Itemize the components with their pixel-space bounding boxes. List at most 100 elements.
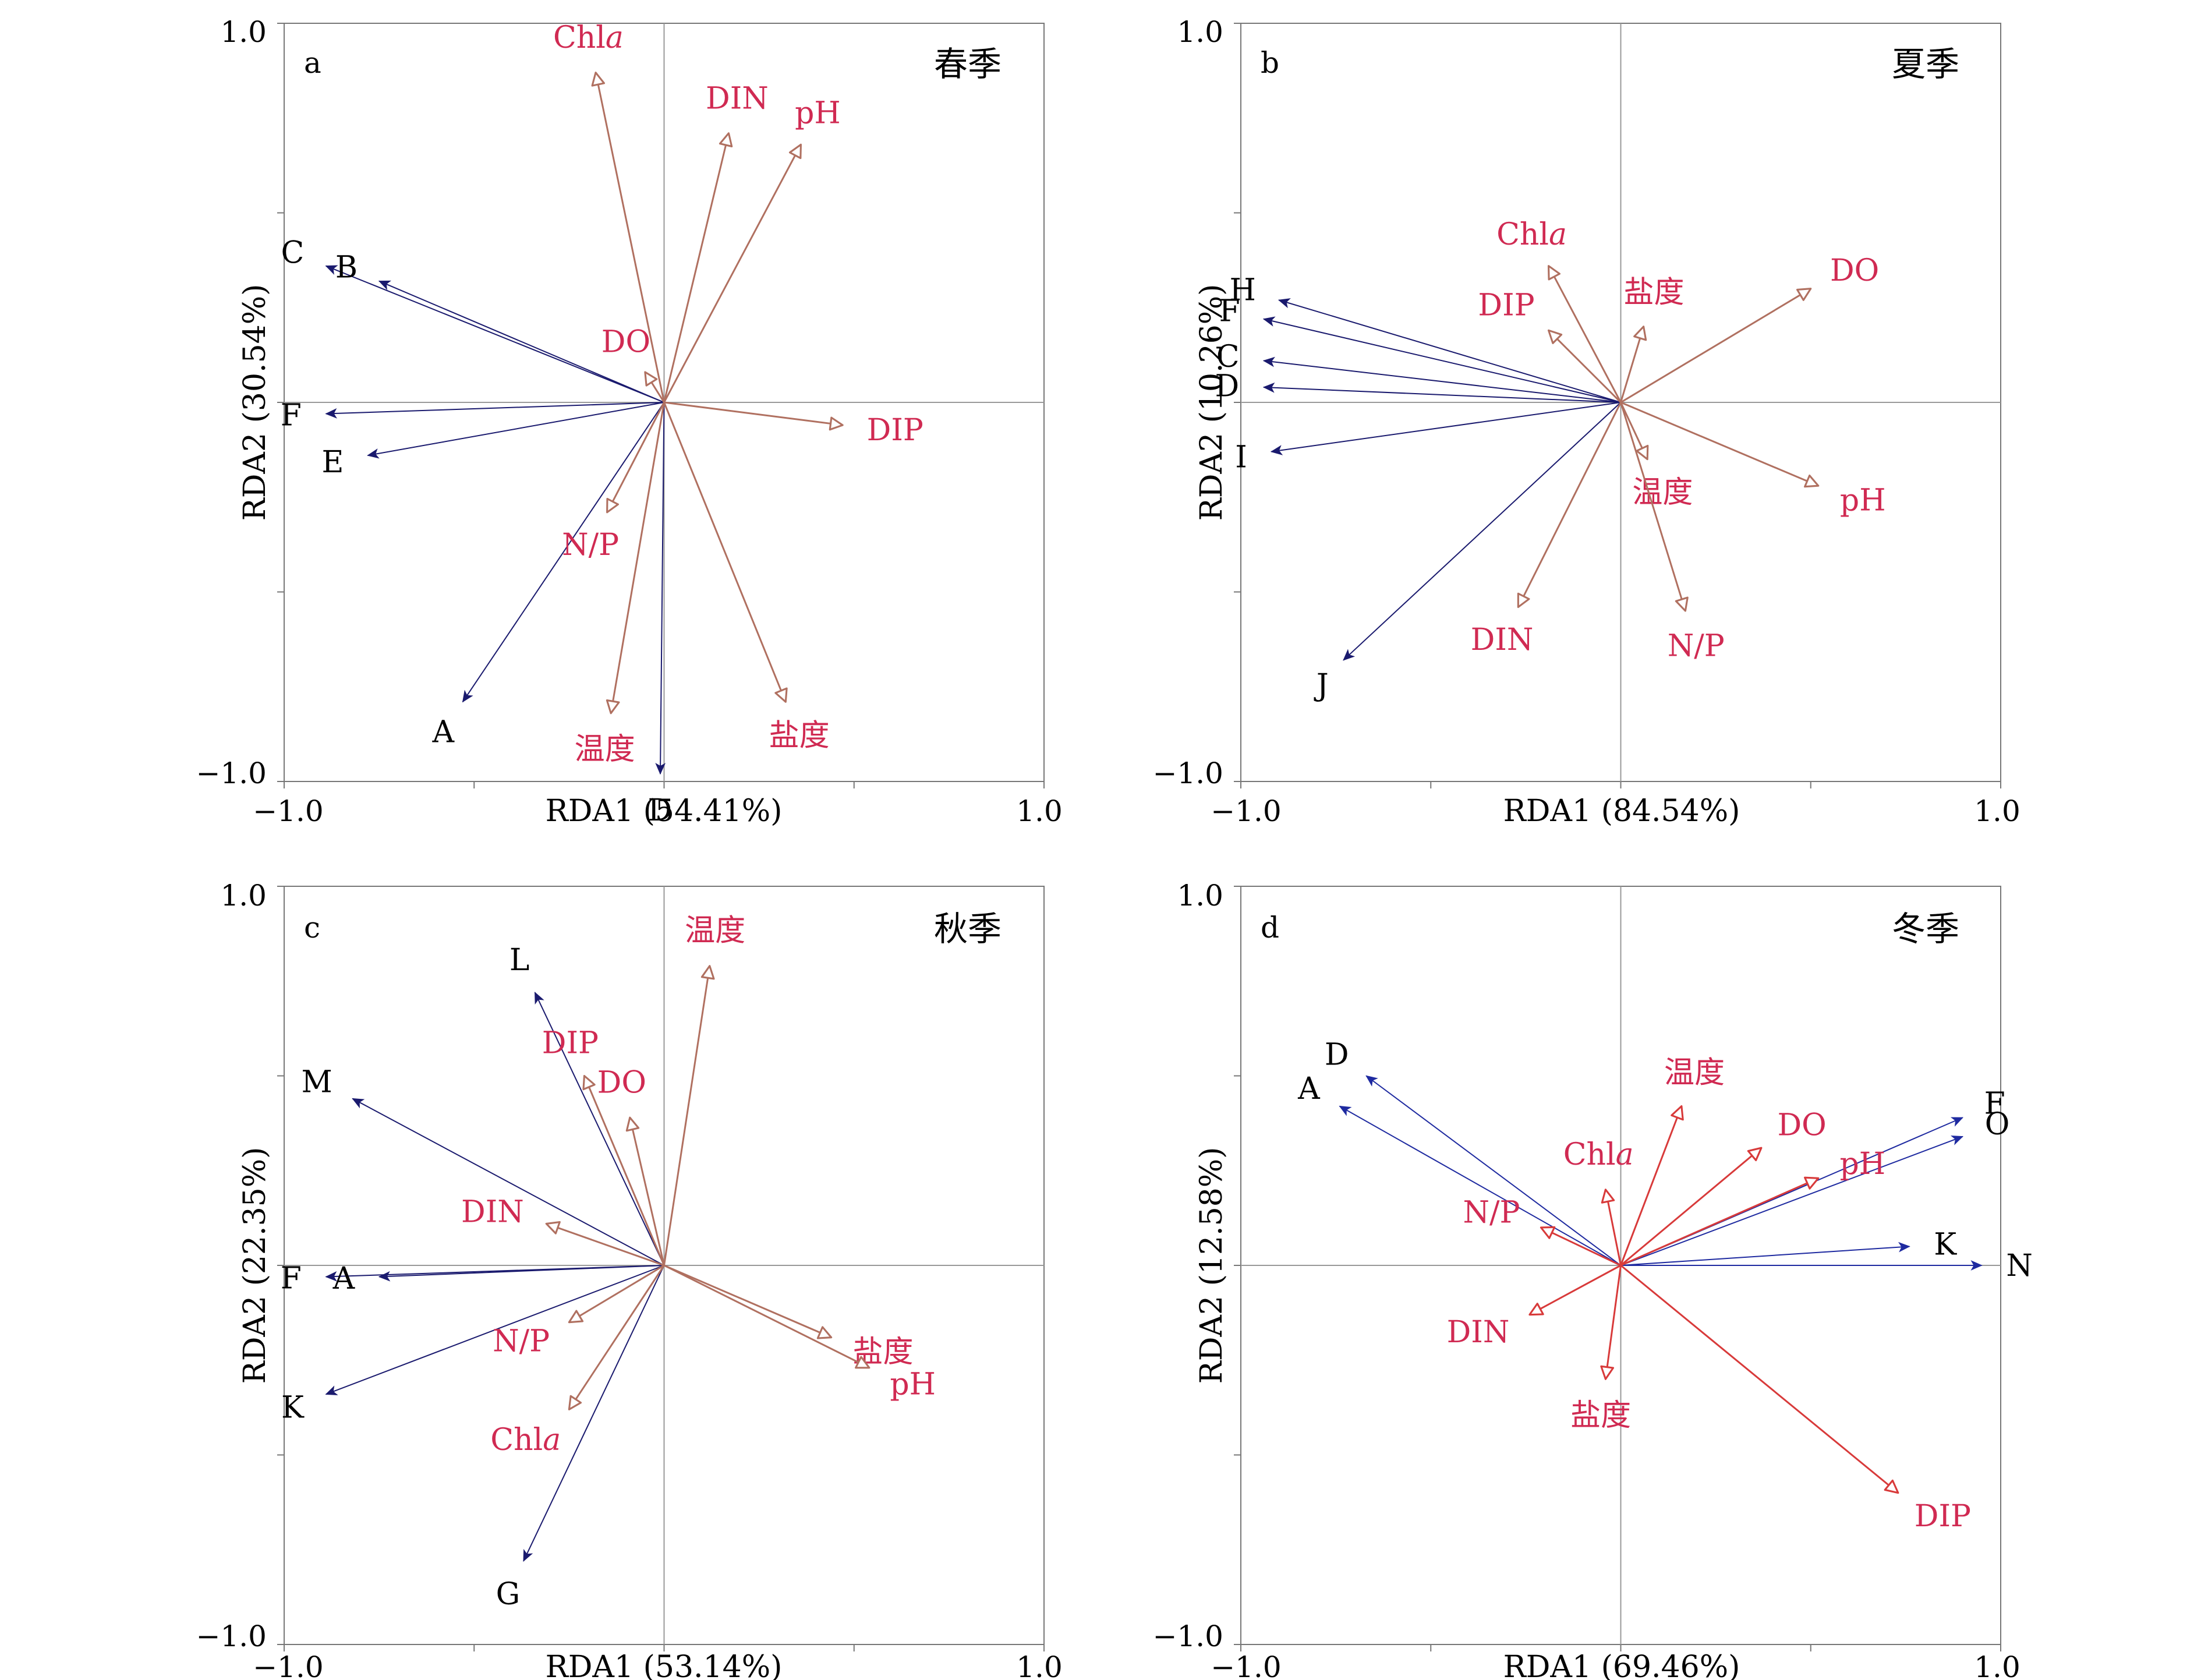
x-tick-label-min: −1.0 [253, 1650, 323, 1680]
env-label-Chl: Chla [553, 20, 624, 55]
x-axis-label: RDA1 (54.41%) [546, 794, 783, 829]
env-arrow-cn [1600, 1265, 1622, 1380]
env-arrow-DO [644, 371, 665, 403]
env-arrow-Chl [1547, 265, 1622, 403]
species-arrow-D [655, 402, 666, 775]
env-arrow-NP [1540, 1226, 1622, 1267]
species-arrow-D [1365, 1075, 1622, 1266]
species-label-L: L [509, 943, 530, 978]
season-label: 春季 [934, 44, 1002, 84]
env-arrow-DIP [1620, 1264, 1899, 1494]
env-arrow-NP [568, 1264, 665, 1324]
y-axis-label: RDA2 (22.35%) [238, 1147, 273, 1384]
species-arrow-C [1262, 356, 1621, 403]
x-tick-label-max: 1.0 [1016, 794, 1063, 828]
env-label-pH: pH [890, 1367, 936, 1402]
env-arrow-cn [606, 402, 665, 715]
season-label: 夏季 [1892, 44, 1959, 84]
env-label-DIP: DIP [1915, 1499, 1971, 1534]
y-axis-label: RDA2 (10.26%) [1194, 284, 1229, 521]
species-label-C: C [1216, 339, 1240, 374]
species-label-C: C [281, 235, 304, 270]
env-arrow-pH [663, 143, 802, 403]
env-arrow-DIN [1517, 402, 1622, 609]
y-tick-label-max: 1.0 [220, 15, 267, 49]
species-label-E: E [322, 445, 344, 480]
env-label-DO: DO [601, 324, 650, 359]
env-arrow-Chl [568, 1265, 665, 1410]
species-label-F: F [281, 398, 302, 433]
y-tick-label-min: −1.0 [196, 1619, 267, 1653]
env-arrow-DO [1620, 1147, 1763, 1267]
species-label-A: A [432, 715, 455, 750]
env-label-cn: 温度 [1632, 475, 1693, 510]
species-arrow-M [352, 1098, 664, 1266]
env-arrow-NP [606, 402, 665, 514]
env-label-DIP: DIP [542, 1025, 599, 1060]
species-arrow-K [325, 1265, 664, 1395]
env-label-DIP: DIP [1478, 288, 1534, 323]
env-label-DIP: DIP [867, 413, 923, 448]
env-label-pH: pH [1840, 483, 1886, 518]
species-label-N: N [2006, 1248, 2033, 1283]
env-arrow-DIP [1547, 329, 1622, 404]
env-arrow-DO [625, 1116, 665, 1266]
env-arrow-pH [1620, 401, 1820, 488]
env-label-DIN: DIN [1447, 1315, 1510, 1350]
y-tick-label-max: 1.0 [1177, 879, 1223, 912]
env-arrow-DO [1620, 288, 1812, 404]
species-arrow-I [1270, 402, 1621, 455]
species-label-B: B [335, 250, 358, 285]
species-arrow-J [1343, 402, 1622, 661]
species-arrow-A [462, 402, 665, 703]
env-arrow-NP [1620, 402, 1689, 612]
panel-a: a 春季 RDA1 (54.41%) RDA2 (30.54%) −1.0 1.… [196, 15, 1063, 829]
env-label-pH: pH [795, 96, 841, 131]
env-arrow-DIP [664, 401, 844, 431]
species-label-F: F [281, 1261, 302, 1296]
panel-b: b 夏季 RDA1 (84.54%) RDA2 (10.26%) −1.0 1.… [1153, 15, 2020, 829]
env-label-cn: 温度 [685, 913, 745, 948]
env-arrow-pH [1620, 1176, 1820, 1267]
x-tick-label-min: −1.0 [1211, 1650, 1281, 1680]
species-label-A: A [1297, 1071, 1321, 1106]
species-arrow-A [1339, 1105, 1621, 1266]
panel-letter: a [304, 46, 321, 80]
species-label-F: F [1984, 1087, 2005, 1122]
species-arrow-B [378, 280, 664, 403]
env-arrow-Chl [1601, 1189, 1622, 1266]
x-axis-label: RDA1 (69.46%) [1503, 1650, 1740, 1680]
species-label-G: G [496, 1577, 521, 1612]
y-tick-label-min: −1.0 [196, 756, 267, 790]
species-arrow-O [1620, 1136, 1964, 1266]
species-label-A: A [332, 1261, 356, 1296]
env-arrow-cn [1620, 326, 1647, 403]
species-label-H: H [1229, 273, 1255, 307]
y-axis-label: RDA2 (12.58%) [1194, 1147, 1229, 1384]
plot-area: C B FE A D Chla DIN pH DO DIP N/P 温度 盐度 [277, 20, 1045, 828]
species-label-D: D [1215, 369, 1240, 404]
env-label-DO: DO [597, 1066, 646, 1101]
env-arrow-DIN [545, 1221, 665, 1267]
env-arrow-DIN [1528, 1264, 1622, 1316]
species-label-K: K [1934, 1227, 1957, 1262]
species-arrow-F [325, 402, 664, 419]
env-arrow-cn [663, 965, 715, 1266]
species-arrow-G [523, 1265, 665, 1562]
season-label: 秋季 [934, 909, 1002, 949]
species-label-D: D [647, 793, 672, 828]
plot-area: DA FO K N 温度 DO Chla N/P pH DIN 盐度 DIP [1234, 886, 2033, 1651]
species-arrow-F [1262, 316, 1621, 403]
env-label-DO: DO [1830, 253, 1879, 288]
x-tick-label-min: −1.0 [1211, 794, 1281, 828]
y-tick-label-max: 1.0 [220, 879, 267, 912]
panel-letter: b [1261, 46, 1279, 80]
species-label-M: M [302, 1064, 332, 1099]
y-tick-label-max: 1.0 [1177, 15, 1223, 49]
species-label-J: J [1314, 668, 1329, 703]
env-label-DIN: DIN [706, 82, 769, 116]
env-label-DIN: DIN [461, 1195, 524, 1230]
